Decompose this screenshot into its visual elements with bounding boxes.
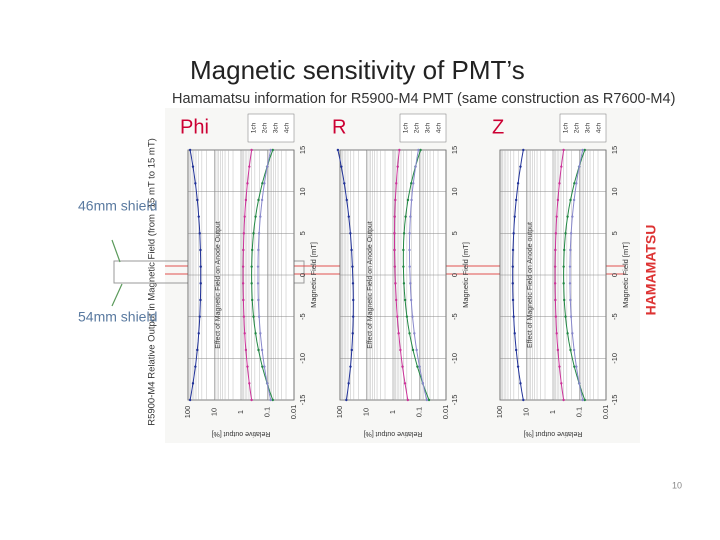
legend-entry: 4ch — [596, 122, 603, 133]
tick-label: -10 — [610, 353, 619, 364]
arrow — [111, 283, 123, 307]
axis-title: Relative output [%] — [364, 430, 423, 437]
tick-label: 10 — [209, 408, 218, 416]
panel-label: Z — [492, 116, 504, 138]
legend-entry: 3ch — [273, 122, 280, 133]
legend-entry: 4ch — [436, 122, 443, 133]
legend-box — [247, 113, 295, 143]
tick-label: -5 — [298, 313, 307, 320]
tick-label: -15 — [450, 395, 459, 406]
legend-entry: 2ch — [574, 122, 581, 133]
curve — [563, 149, 586, 401]
tick-label: 100 — [495, 406, 504, 419]
tick-label: 15 — [610, 146, 619, 154]
curve — [251, 149, 274, 401]
tick-label: 0.1 — [574, 407, 583, 417]
tick-label: 0 — [298, 273, 307, 277]
tick-label: 5 — [610, 231, 619, 235]
tick-label: 10 — [450, 187, 459, 195]
legend-box — [399, 113, 447, 143]
tick-label: 15 — [450, 146, 459, 154]
axis-title: Relative output [%] — [212, 430, 271, 437]
legend-entry: 1ch — [251, 122, 258, 133]
caption: Effect of Magnetic Field on Anode Output — [367, 221, 374, 349]
curve — [569, 149, 584, 401]
page-number: 10 — [672, 480, 682, 490]
curve — [189, 149, 202, 401]
tick-label: 10 — [521, 408, 530, 416]
axis-title: Magnetic Field [mT] — [461, 242, 470, 308]
tick-label: 5 — [450, 231, 459, 235]
curve — [402, 149, 430, 401]
axis-title: Magnetic Field [mT] — [309, 242, 318, 308]
tick-label: 15 — [298, 146, 307, 154]
axis-title: Magnetic Field [mT] — [621, 242, 630, 308]
curve — [409, 149, 428, 401]
tick-label: 0.1 — [262, 407, 271, 417]
panel-label: Phi — [180, 116, 209, 138]
tick-label: 100 — [335, 406, 344, 419]
tick-label: -5 — [450, 313, 459, 320]
axis-title: Relative output [%] — [524, 430, 583, 437]
curve — [242, 149, 253, 401]
annotation: 46mm shield — [78, 198, 157, 214]
annotation: 54mm shield — [78, 309, 157, 325]
tick-label: 1 — [236, 410, 245, 414]
legend-box — [559, 113, 607, 143]
tick-label: 0 — [610, 273, 619, 277]
legend-entry: 1ch — [563, 122, 570, 133]
caption: Effect of Magnetic Field on Anode Output — [215, 221, 222, 349]
tick-label: -15 — [610, 395, 619, 406]
tick-label: 10 — [610, 187, 619, 195]
curve — [394, 149, 409, 401]
legend-entry: 2ch — [262, 122, 269, 133]
curve — [337, 149, 354, 401]
tick-label: 100 — [183, 406, 192, 419]
arrow — [111, 239, 121, 263]
legend-entry: 1ch — [403, 122, 410, 133]
caption: Effect of Magnetic Field on Anode output — [527, 222, 534, 348]
legend-entry: 3ch — [425, 122, 432, 133]
curve — [554, 149, 565, 401]
curve — [512, 149, 524, 401]
side-label: R5900-M4 Relative Output in Magnetic Fie… — [147, 138, 158, 426]
tick-label: 0.1 — [414, 407, 423, 417]
logo: HAMAMATSU — [643, 225, 659, 316]
slide-title: Magnetic sensitivity of PMT’s — [190, 55, 525, 85]
subtitle: Hamamatsu information for R5900-M4 PMT (… — [172, 91, 675, 107]
panel-label: R — [332, 116, 346, 138]
tick-label: 0.01 — [289, 405, 298, 420]
tick-label: -15 — [298, 395, 307, 406]
tick-label: -10 — [298, 353, 307, 364]
tick-label: -10 — [450, 353, 459, 364]
legend-entry: 4ch — [284, 122, 291, 133]
tick-label: 5 — [298, 231, 307, 235]
tick-label: 1 — [548, 410, 557, 414]
legend-entry: 3ch — [585, 122, 592, 133]
legend-entry: 2ch — [414, 122, 421, 133]
tick-label: 10 — [361, 408, 370, 416]
tick-label: 1 — [388, 410, 397, 414]
tick-label: -5 — [610, 313, 619, 320]
tick-label: 0.01 — [601, 405, 610, 420]
tick-label: 0.01 — [441, 405, 450, 420]
tick-label: 0 — [450, 273, 459, 277]
curve — [257, 149, 272, 401]
tick-label: 10 — [298, 187, 307, 195]
